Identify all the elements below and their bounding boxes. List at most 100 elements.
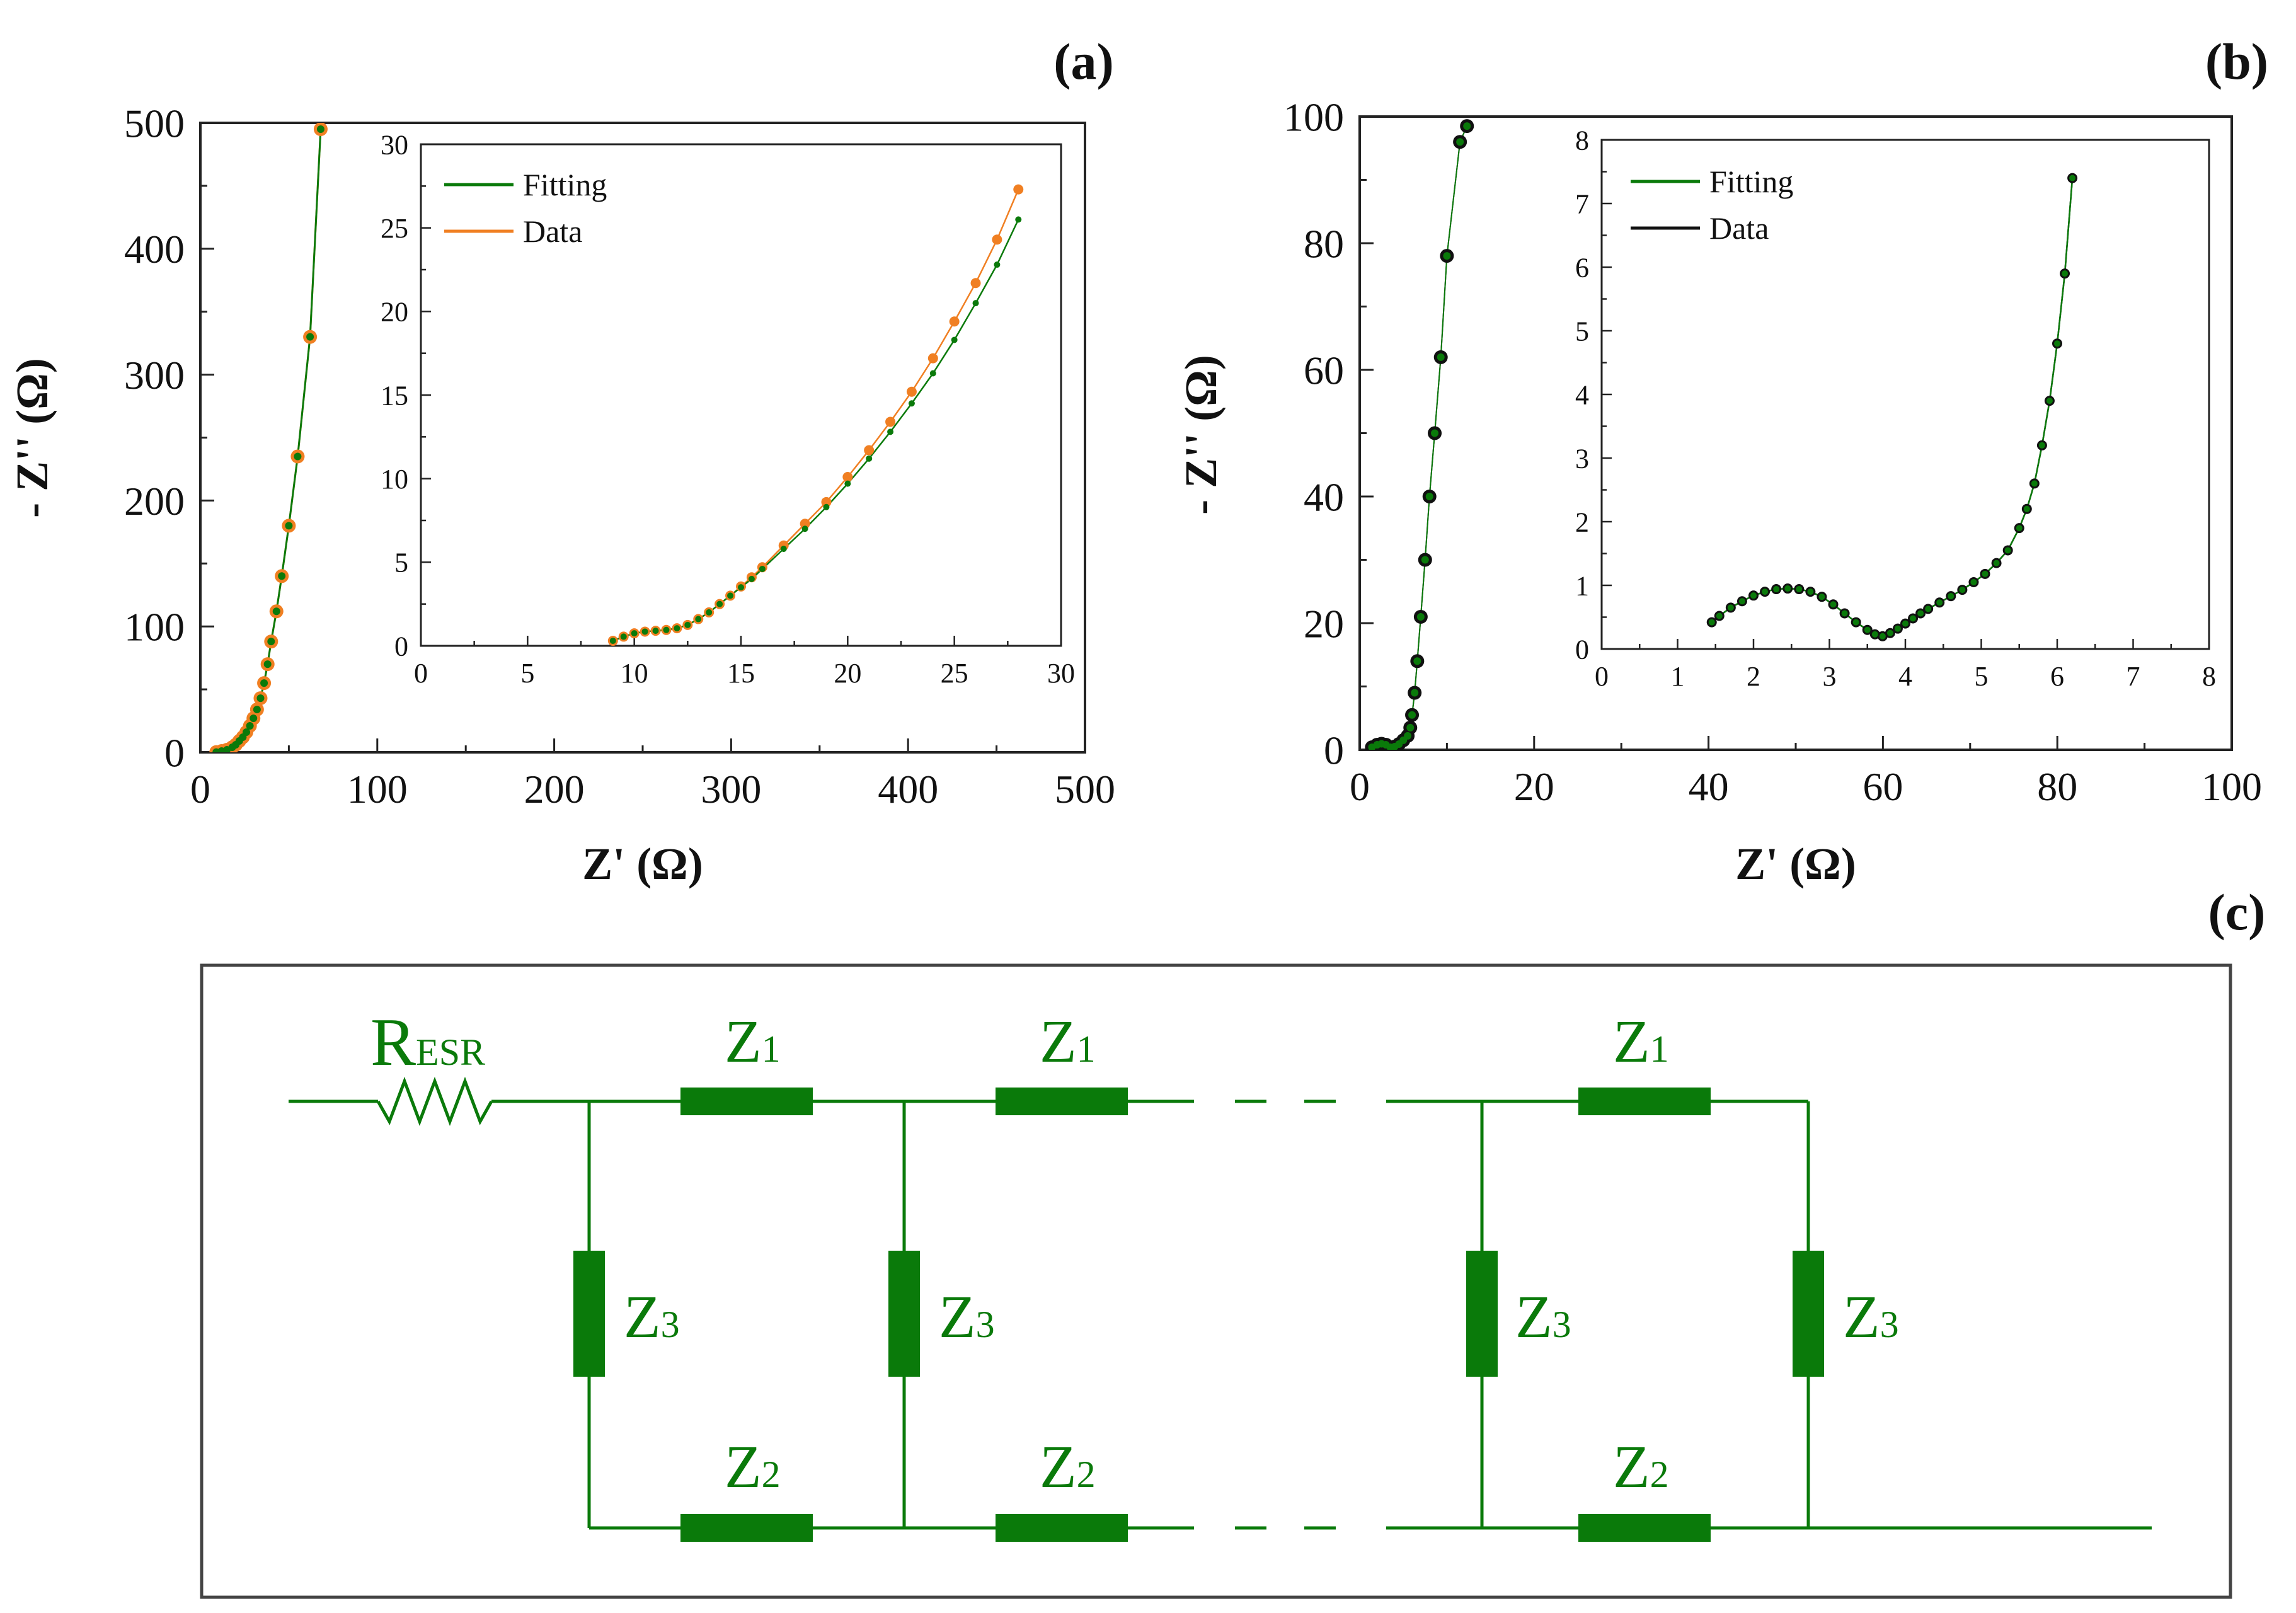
b-inset-fitting-point <box>1993 560 2000 566</box>
b-inset-fitting-point <box>1830 601 1837 608</box>
a-inset-data-point <box>842 472 853 483</box>
a-main-y-tick-label: 200 <box>124 479 185 524</box>
panel-a-y-title: - Z'' (Ω) <box>7 358 57 518</box>
b-inset-fitting-point <box>2004 547 2011 554</box>
b-inset-fitting-point <box>1708 619 1715 626</box>
b-inset-fitting-point <box>1762 588 1769 595</box>
a-inset-x-tick-label: 5 <box>520 658 534 689</box>
a-inset-data-point <box>864 445 875 456</box>
b-main-fitting-point <box>1404 732 1412 740</box>
b-main-fitting-point <box>1431 429 1439 437</box>
b-inset-fitting-point <box>1910 615 1917 622</box>
a-inset-fitting-point <box>674 625 680 632</box>
svg-text:Z2: Z2 <box>1613 1433 1669 1500</box>
b-main-x-tick-label: 80 <box>2037 764 2077 809</box>
b-main-fitting-point <box>1406 723 1415 732</box>
a-inset-data-point <box>949 316 960 327</box>
b-main-series <box>1365 119 1474 750</box>
b-inset-y-tick-label: 6 <box>1575 252 1589 283</box>
b-inset-fitting-point <box>1982 570 1989 577</box>
a-main-fitting-point <box>256 694 265 703</box>
a-inset-fitting-point <box>716 600 723 607</box>
b-main-y-tick-label: 60 <box>1304 348 1344 393</box>
b-main-y-tick-label: 100 <box>1283 95 1344 139</box>
legend-label-fitting: Fitting <box>1709 164 1793 199</box>
z3-labels: Z3 Z3 Z3 Z3 <box>624 1283 1899 1350</box>
circuit-elements <box>573 1088 1824 1542</box>
a-inset-data-point <box>885 416 896 427</box>
b-main-fitting-point <box>1443 252 1451 260</box>
z2-element <box>680 1514 813 1542</box>
a-inset-fitting-point <box>759 565 766 572</box>
a-main-y-tick-label: 500 <box>124 101 185 146</box>
legend-label-data: Data <box>523 214 582 249</box>
z2-element <box>1578 1514 1711 1542</box>
z1-element <box>996 1088 1128 1115</box>
a-inset-fitting-point <box>887 428 894 435</box>
b-inset-fitting-point <box>1936 599 1943 606</box>
a-inset-fitting-point <box>801 525 808 532</box>
a-inset-data-point <box>992 234 1002 245</box>
b-inset-x-tick-label: 8 <box>2202 661 2216 692</box>
b-inset-fitting-point <box>1959 587 1966 594</box>
b-inset-x-tick-label: 2 <box>1747 661 1760 692</box>
z1-element <box>1578 1088 1711 1115</box>
a-inset-data-point <box>906 386 917 397</box>
b-inset-x-tick-label: 6 <box>2050 661 2064 692</box>
b-inset-fitting-point <box>2054 340 2060 347</box>
a-main-fitting-point <box>263 660 272 669</box>
a-inset-fitting-point <box>738 584 744 591</box>
z3-element <box>1466 1251 1498 1377</box>
b-inset-y-tick-label: 5 <box>1575 316 1589 347</box>
a-inset-fitting-point <box>908 400 915 407</box>
a-inset-data-point <box>970 278 981 289</box>
panel-b-y-title: - Z'' (Ω) <box>1176 355 1226 515</box>
svg-text:Z3: Z3 <box>1515 1283 1571 1350</box>
b-inset-fitting-point <box>1841 610 1848 617</box>
a-inset-fitting-point <box>652 628 659 634</box>
b-main-fitting-point <box>1463 122 1471 130</box>
a-inset-fitting-point <box>866 455 873 462</box>
b-main-y-tick-label: 0 <box>1324 728 1344 772</box>
panel-b-inset-plot: 0 1 2 3 4 5 6 7 8 0 1 2 3 4 5 6 7 8 Fitting Data <box>1575 125 2216 692</box>
a-main-x-tick-label: 300 <box>701 767 761 812</box>
a-main-fitting-point <box>285 522 293 530</box>
b-inset-fitting-point <box>1773 586 1780 593</box>
z3-element <box>573 1251 605 1377</box>
b-main-fitting-point <box>1425 493 1433 500</box>
panel-b-label: (b) <box>2205 33 2268 90</box>
b-inset-fitting-point <box>1902 620 1909 627</box>
a-main-x-tick-label: 0 <box>190 767 210 812</box>
panel-a-x-title: Z' (Ω) <box>582 839 703 889</box>
a-inset-data-point <box>1013 184 1024 195</box>
b-main-y-tick-label: 40 <box>1304 474 1344 519</box>
a-inset-x-tick-label: 25 <box>941 658 968 689</box>
a-main-fitting-point <box>260 679 268 687</box>
panel-c-label: (c) <box>2208 883 2265 941</box>
b-inset-fitting-point <box>1807 588 1814 595</box>
a-inset-x-tick-label: 15 <box>727 658 755 689</box>
b-inset-fitting-point <box>1925 606 1932 612</box>
b-inset-y-tick-label: 3 <box>1575 443 1589 474</box>
a-inset-y-tick-label: 15 <box>381 380 408 411</box>
b-main-fitting-point <box>1416 612 1425 621</box>
b-inset-y-tick-label: 2 <box>1575 507 1589 537</box>
a-main-x-tick-label: 400 <box>878 767 938 812</box>
b-main-y-tick-label: 80 <box>1304 221 1344 266</box>
svg-text:Z3: Z3 <box>624 1283 680 1350</box>
b-inset-fitting-point <box>2016 525 2023 532</box>
b-inset-x-tick-label: 4 <box>1898 661 1912 692</box>
b-inset-fitting-point <box>1750 592 1757 599</box>
a-inset-x-tick-label: 0 <box>414 658 428 689</box>
b-inset-fitting-point <box>1864 626 1871 633</box>
a-inset-x-tick-label: 10 <box>621 658 648 689</box>
a-inset-fitting-point <box>663 626 670 633</box>
b-inset-y-tick-label: 4 <box>1575 379 1589 410</box>
b-main-x-tick-label: 0 <box>1350 764 1370 809</box>
b-inset-fitting-point <box>2062 270 2069 277</box>
b-inset-y-tick-label: 0 <box>1575 634 1589 665</box>
svg-text:Z1: Z1 <box>725 1007 781 1075</box>
a-main-fitting-point <box>306 333 314 341</box>
